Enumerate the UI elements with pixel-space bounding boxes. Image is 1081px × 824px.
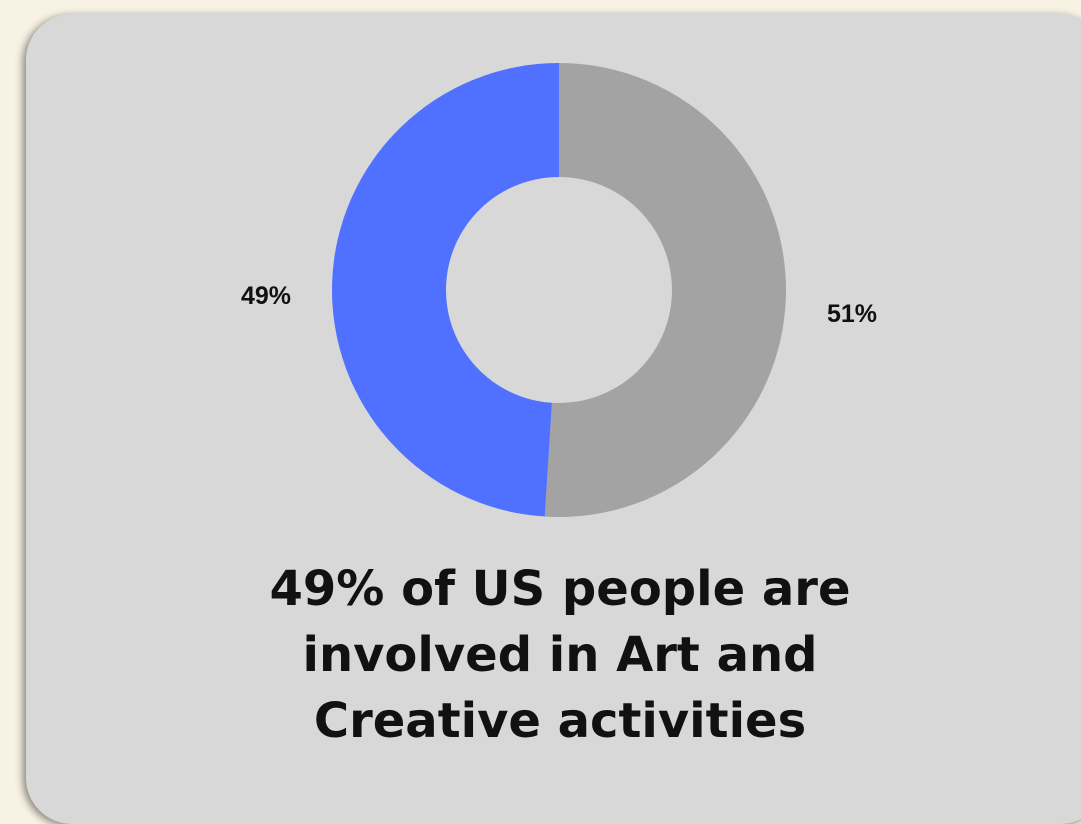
caption-line-2: involved in Art and (302, 627, 818, 683)
slice-label-49: 49% (241, 282, 291, 310)
slice-label-51: 51% (827, 300, 877, 328)
caption-line-3: Creative activities (313, 693, 807, 749)
caption-line-1: 49% of US people are (269, 561, 851, 617)
donut-slice-49 (332, 63, 559, 517)
donut-slice-51 (544, 63, 787, 518)
chart-caption: 49% of US people are involved in Art and… (200, 556, 920, 754)
